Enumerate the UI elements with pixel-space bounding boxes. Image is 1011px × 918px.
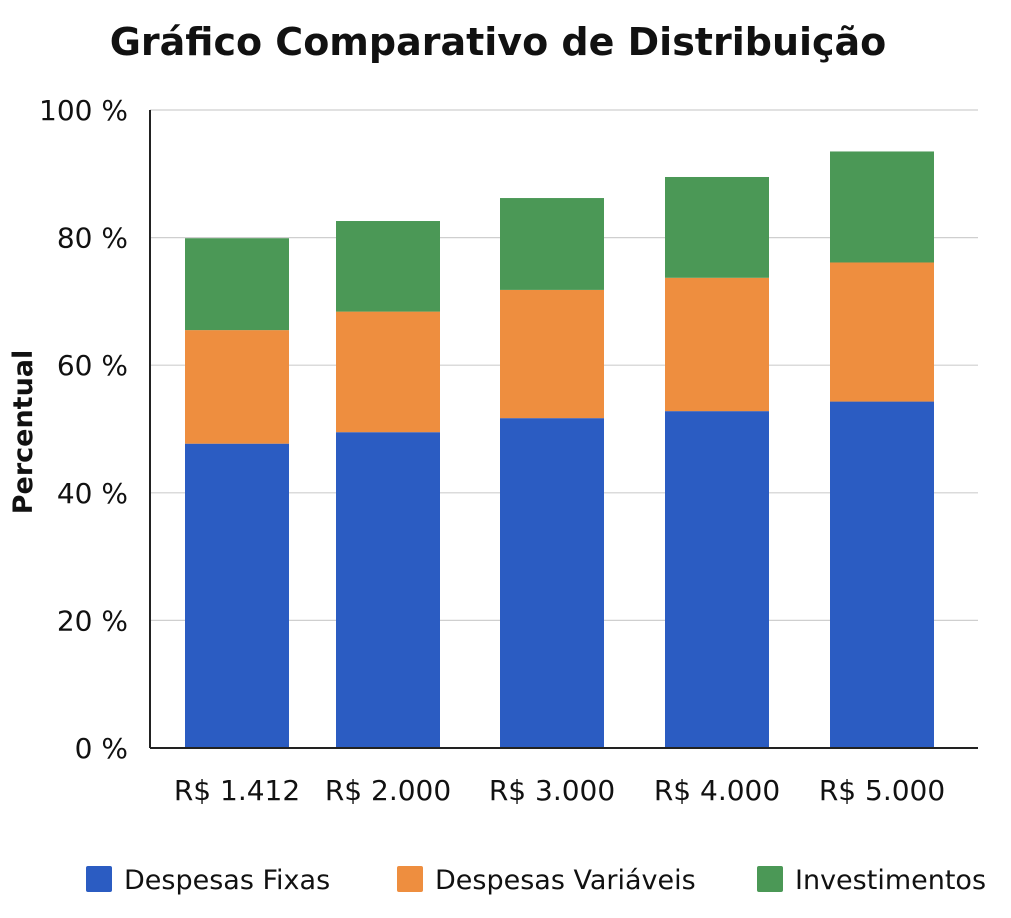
bar-segment <box>830 401 934 748</box>
bar-segment <box>500 418 604 748</box>
bar-segment <box>185 443 289 748</box>
bars <box>185 151 934 748</box>
y-tick-label: 20 % <box>57 604 128 637</box>
axes <box>149 110 978 749</box>
y-tick-label: 80 % <box>57 222 128 255</box>
x-tick-label: R$ 1.412 <box>174 774 300 807</box>
y-tick-label: 40 % <box>57 477 128 510</box>
y-tick-label: 60 % <box>57 349 128 382</box>
y-tick-label: 0 % <box>75 732 128 765</box>
x-tick-label: R$ 3.000 <box>489 774 615 807</box>
bar-segment <box>665 176 769 278</box>
x-tick-label: R$ 4.000 <box>654 774 780 807</box>
legend-label: Investimentos <box>795 865 986 896</box>
legend-swatch <box>397 866 423 892</box>
bar-segment <box>665 411 769 748</box>
bar-segment <box>336 221 440 312</box>
bar-segment <box>336 311 440 433</box>
legend-label: Despesas Fixas <box>124 865 330 896</box>
x-tick-labels: R$ 1.412 R$ 2.000 R$ 3.000 R$ 4.000 R$ 5.000 <box>174 774 945 807</box>
legend-item: Despesas Fixas <box>86 865 330 896</box>
y-tick-label: 100 % <box>39 94 128 127</box>
y-tick-labels: 0 % 20 % 40 % 60 % 80 % 100 % <box>39 94 128 765</box>
legend-item: Investimentos <box>757 865 986 896</box>
bar-segment <box>830 262 934 402</box>
legend: Despesas Fixas Despesas Variáveis Investim… <box>86 865 986 896</box>
bar-segment <box>185 238 289 331</box>
bar-segment <box>830 151 934 263</box>
bar-segment <box>500 289 604 419</box>
legend-swatch <box>757 866 783 892</box>
bar-segment <box>185 330 289 444</box>
chart-title: Gráfico Comparativo de Distribuição <box>110 20 887 64</box>
legend-item: Despesas Variáveis <box>397 865 696 896</box>
x-tick-label: R$ 2.000 <box>325 774 451 807</box>
bar-segment <box>500 198 604 290</box>
legend-swatch <box>86 866 112 892</box>
bar-segment <box>665 277 769 412</box>
x-tick-label: R$ 5.000 <box>819 774 945 807</box>
bar-segment <box>336 432 440 748</box>
y-axis-label: Percentual <box>8 350 39 515</box>
legend-label: Despesas Variáveis <box>435 865 696 896</box>
